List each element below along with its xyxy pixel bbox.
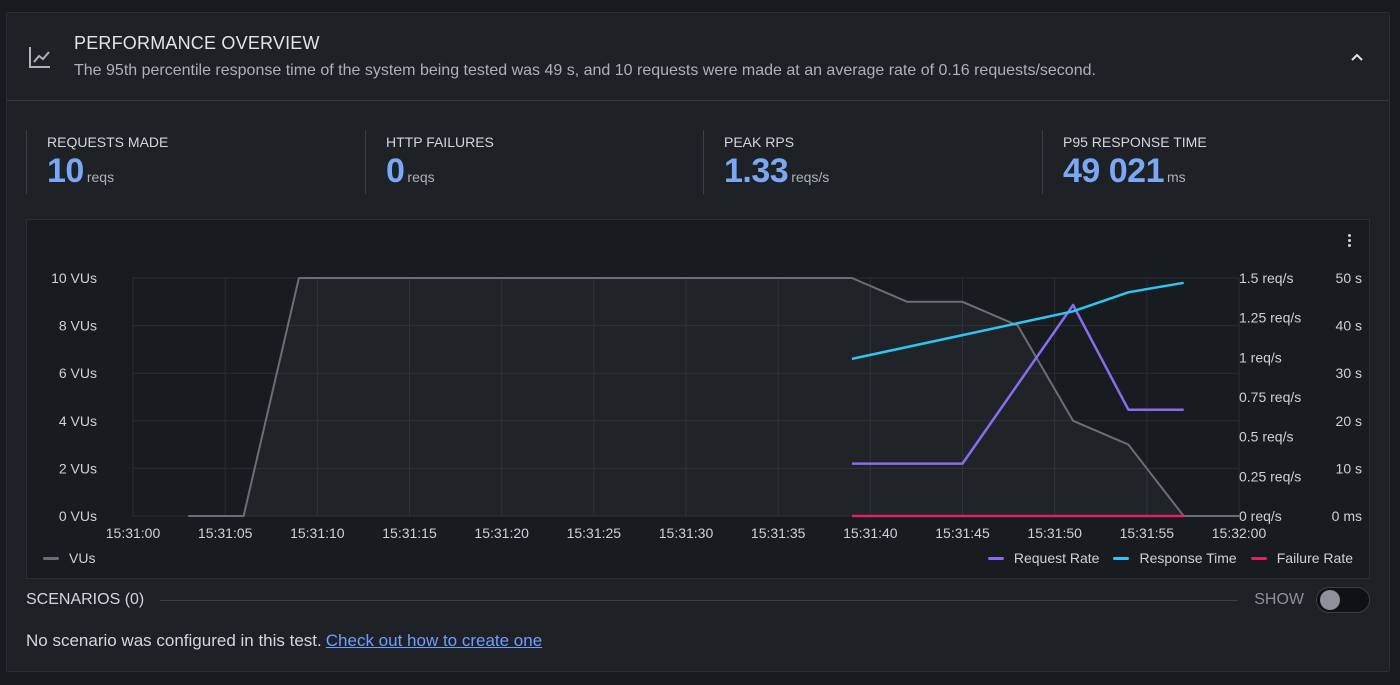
note-text: No scenario was configured in this test. (26, 631, 322, 650)
series-line-request-rate (851, 303, 1184, 465)
legend-item-failure-rate[interactable]: Failure Rate (1250, 550, 1353, 566)
chevron-up-icon[interactable] (1347, 47, 1367, 67)
stat-label: REQUESTS MADE (47, 134, 169, 150)
stat-value: 49 021 ms (1063, 152, 1186, 191)
x-tick-label: 15:31:25 (567, 525, 622, 541)
divider (160, 600, 1238, 601)
create-scenario-link[interactable]: Check out how to create one (325, 631, 543, 650)
stat-label: PEAK RPS (724, 134, 795, 150)
y-tick-label-vus: 10 VUs (51, 270, 97, 286)
legend-swatch (1113, 556, 1130, 560)
x-tick-label: 15:31:45 (935, 525, 990, 541)
stat-number: 0 (386, 152, 405, 190)
y-tick-label-rate: 1.25 req/s (1239, 310, 1301, 326)
y-tick-label-time: 10 s (1336, 460, 1362, 476)
stat-value: 10 reqs (47, 152, 114, 191)
stat-unit: reqs (407, 169, 435, 185)
stat-http-failures: HTTP FAILURES 0 reqs (365, 130, 703, 194)
series-line-response-time (851, 281, 1184, 361)
stat-requests-made: REQUESTS MADE 10 reqs (26, 130, 364, 194)
scenarios-note: No scenario was configured in this test.… (26, 631, 542, 651)
show-label: SHOW (1254, 591, 1304, 608)
legend-swatch (987, 556, 1004, 560)
x-tick-label: 15:31:20 (474, 525, 529, 541)
y-tick-label-rate: 0.5 req/s (1239, 429, 1293, 445)
y-tick-label-vus: 4 VUs (59, 413, 97, 429)
stat-unit: reqs (86, 169, 115, 185)
y-tick-label-rate: 0 req/s (1239, 508, 1282, 524)
legend-label: Request Rate (1013, 550, 1100, 566)
y-tick-label-vus: 2 VUs (59, 460, 97, 476)
legend-item-response-time[interactable]: Response Time (1113, 550, 1237, 566)
x-tick-label: 15:31:35 (751, 525, 806, 541)
panel-header: PERFORMANCE OVERVIEW The 95th percentile… (7, 13, 1389, 101)
legend-swatch (1250, 556, 1267, 560)
y-tick-label-rate: 0.75 req/s (1239, 389, 1301, 405)
stat-label: P95 RESPONSE TIME (1063, 134, 1207, 150)
legend-label: VUs (69, 550, 96, 566)
x-tick-label: 15:31:50 (1027, 525, 1082, 541)
stat-label: HTTP FAILURES (386, 134, 494, 150)
stat-value: 1.33 reqs/s (724, 152, 829, 191)
stat-number: 10 (47, 152, 84, 190)
y-tick-label-rate: 0.25 req/s (1239, 468, 1301, 484)
y-tick-label-time: 50 s (1336, 270, 1362, 286)
page-subtitle: The 95th percentile response time of the… (74, 62, 1096, 79)
stat-value: 0 reqs (386, 152, 435, 191)
scenarios-section: SCENARIOS (0) SHOW (26, 587, 1370, 613)
legend-label: Response Time (1139, 550, 1237, 566)
stat-p95-response-time: P95 RESPONSE TIME 49 021 ms (1042, 130, 1372, 194)
y-tick-label-vus: 6 VUs (59, 365, 97, 381)
y-tick-label-time: 30 s (1336, 365, 1362, 381)
series-line-vus (188, 277, 1239, 517)
x-tick-label: 15:31:00 (106, 525, 161, 541)
stat-number: 1.33 (724, 152, 789, 190)
legend-right: Request Rate Response Time Failure Rate (987, 550, 1367, 566)
x-tick-label: 15:31:10 (290, 525, 345, 541)
x-tick-label: 15:31:15 (382, 525, 437, 541)
performance-overview-panel: PERFORMANCE OVERVIEW The 95th percentile… (6, 12, 1390, 672)
x-tick-label: 15:31:55 (1120, 525, 1175, 541)
y-tick-label-rate: 1.5 req/s (1239, 270, 1293, 286)
x-tick-label: 15:31:30 (659, 525, 714, 541)
stat-unit: ms (1167, 169, 1186, 185)
chart-canvas: 15:31:00 15:31:05 15:31:10 15:31:15 15:31:20… (51, 270, 1362, 541)
show-scenarios-toggle[interactable] (1316, 587, 1370, 613)
legend-item-request-rate[interactable]: Request Rate (987, 550, 1100, 566)
toggle-knob (1320, 590, 1340, 610)
legend-item-vus[interactable]: VUs (43, 550, 95, 566)
stat-peak-rps: PEAK RPS 1.33 reqs/s (703, 130, 1041, 194)
y-tick-label-vus: 8 VUs (59, 318, 97, 334)
y-tick-label-rate: 1 req/s (1239, 349, 1282, 365)
y-tick-label-time: 0 ms (1332, 508, 1362, 524)
y-tick-label-time: 40 s (1336, 318, 1362, 334)
timeseries-chart: 15:31:00 15:31:05 15:31:10 15:31:15 15:31:20… (26, 219, 1370, 579)
y-tick-label-vus: 0 VUs (59, 508, 97, 524)
x-tick-label: 15:32:00 (1212, 525, 1267, 541)
series-area-vus (188, 278, 1239, 516)
x-tick-label: 15:31:40 (843, 525, 898, 541)
page-title: PERFORMANCE OVERVIEW (74, 33, 320, 53)
legend-label: Failure Rate (1276, 550, 1353, 566)
legend-left: VUs (43, 550, 109, 566)
legend-swatch (43, 556, 59, 560)
stat-unit: reqs/s (791, 169, 830, 185)
more-options-icon[interactable] (1345, 232, 1353, 250)
x-tick-label: 15:31:05 (198, 525, 253, 541)
scenarios-title: SCENARIOS (0) (26, 591, 145, 608)
y-tick-label-time: 20 s (1336, 413, 1362, 429)
line-chart-icon (29, 47, 50, 68)
stat-number: 49 021 (1063, 152, 1165, 190)
stats-row: REQUESTS MADE 10 reqs HTTP FAILURES 0 reqs… (26, 130, 1374, 194)
